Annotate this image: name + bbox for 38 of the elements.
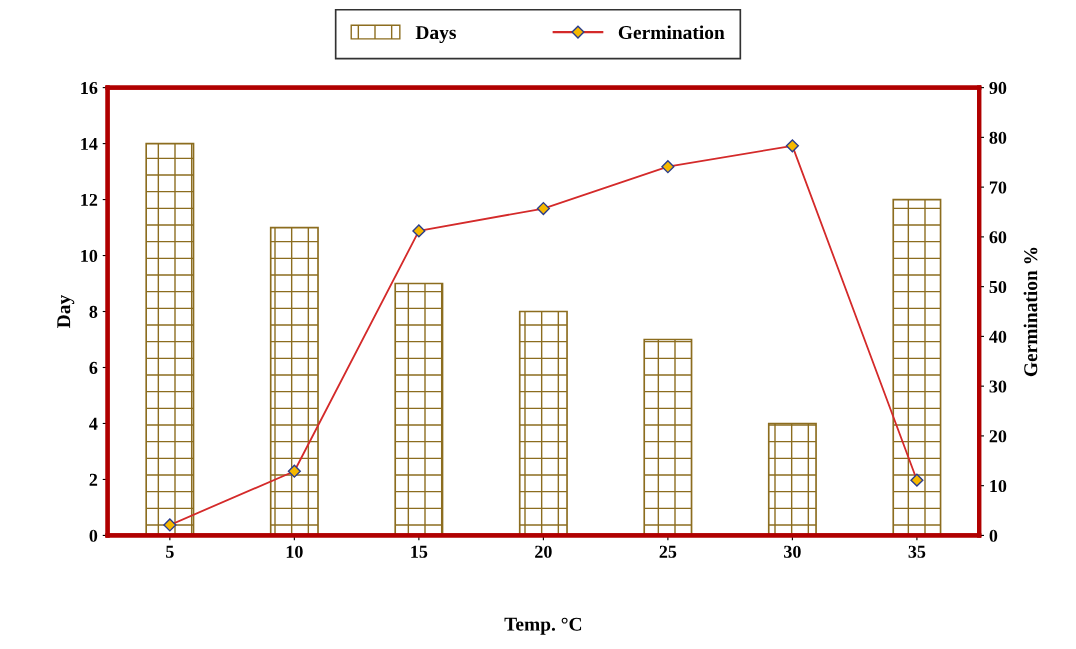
y-tick-label: 16: [81, 81, 98, 95]
y-axis-title: Day: [57, 294, 75, 328]
y2-tick-label: 90: [989, 81, 1007, 95]
bar: [394, 282, 444, 536]
bar: [767, 422, 817, 536]
y-tick-label: 12: [81, 193, 98, 206]
y2-tick-label: 0: [989, 529, 998, 542]
y-tick-label: 6: [89, 361, 98, 374]
y-tick-label: 0: [89, 529, 98, 542]
legend-label: Days: [415, 26, 456, 44]
x-tick-label: 35: [908, 545, 926, 558]
bar: [643, 338, 693, 536]
y2-axis-title: Germination %: [1023, 247, 1038, 377]
bar: [518, 310, 568, 536]
y2-tick-label: 30: [989, 380, 1007, 393]
x-tick-label: 30: [784, 545, 801, 558]
y-tick-label: 4: [89, 417, 98, 430]
y-tick-label: 8: [89, 305, 98, 318]
x-axis-title: Temp. °C: [504, 617, 582, 635]
y2-tick-label: 70: [989, 181, 1007, 194]
y-tick-label: 10: [81, 249, 98, 262]
bar: [892, 198, 942, 536]
y2-tick-label: 20: [989, 430, 1007, 443]
bar: [269, 226, 319, 536]
y2-tick-label: 10: [990, 479, 1007, 493]
y2-tick-label: 40: [989, 330, 1007, 343]
x-tick-label: 10: [286, 545, 303, 558]
x-tick-label: 25: [659, 545, 677, 558]
y-tick-label: 2: [89, 473, 98, 486]
y2-tick-label: 60: [989, 231, 1007, 244]
x-tick-label: 20: [535, 545, 552, 558]
y2-tick-label: 50: [989, 280, 1007, 294]
x-tick-label: 5: [166, 545, 174, 558]
y2-tick-label: 80: [989, 131, 1007, 144]
y-tick-label: 14: [81, 137, 98, 150]
legend-label: Germination: [618, 25, 725, 40]
bar: [145, 142, 195, 536]
x-tick-label: 15: [411, 545, 428, 558]
